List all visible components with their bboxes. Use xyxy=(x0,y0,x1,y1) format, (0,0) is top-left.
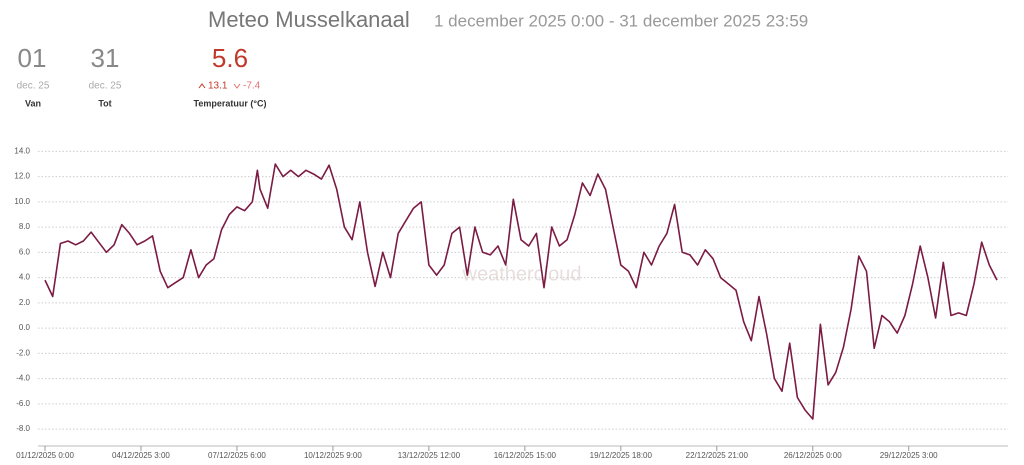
x-tick-label: 13/12/2025 12:00 xyxy=(398,451,461,460)
x-tick-label: 22/12/2025 21:00 xyxy=(686,451,749,460)
x-tick-label: 29/12/2025 3:00 xyxy=(880,451,938,460)
x-tick-label: 04/12/2025 3:00 xyxy=(112,451,170,460)
y-tick-label: 2.0 xyxy=(19,298,31,307)
y-tick-label: 4.0 xyxy=(19,273,31,282)
stat-value: 5.6 xyxy=(212,43,248,73)
x-tick-label: 07/12/2025 6:00 xyxy=(208,451,266,460)
y-tick-label: 0.0 xyxy=(19,323,31,332)
y-tick-label: 14.0 xyxy=(14,146,30,155)
y-tick-label: 6.0 xyxy=(19,247,31,256)
y-tick-label: 12.0 xyxy=(14,172,30,181)
stat-min: -7.4 xyxy=(243,81,261,92)
stat-label: Van xyxy=(25,98,41,108)
x-tick-label: 01/12/2025 0:00 xyxy=(16,451,74,460)
period: 1 december 2025 0:00 - 31 december 2025 … xyxy=(434,11,808,30)
y-tick-label: -4.0 xyxy=(16,374,30,383)
x-tick-label: 19/12/2025 18:00 xyxy=(590,451,653,460)
stat-value: 01 xyxy=(18,43,47,73)
stat-value: 31 xyxy=(91,43,120,73)
title: Meteo Musselkanaal xyxy=(208,7,410,32)
y-tick-label: 10.0 xyxy=(14,197,30,206)
y-tick-label: -8.0 xyxy=(16,424,30,433)
watermark: weathercloud xyxy=(462,263,582,285)
stat-sub: dec. 25 xyxy=(17,81,50,92)
y-tick-label: -6.0 xyxy=(16,399,30,408)
x-tick-label: 16/12/2025 15:00 xyxy=(494,451,557,460)
stat-sub: dec. 25 xyxy=(89,81,122,92)
up-caret xyxy=(198,83,206,89)
stat-max: 13.1 xyxy=(208,81,228,92)
data-line xyxy=(44,163,998,420)
stat-label: Tot xyxy=(98,98,111,108)
y-tick-label: 8.0 xyxy=(19,222,31,231)
x-tick-label: 26/12/2025 0:00 xyxy=(784,451,842,460)
x-tick-label: 10/12/2025 9:00 xyxy=(304,451,362,460)
down-caret xyxy=(233,83,241,89)
y-tick-label: -2.0 xyxy=(16,348,30,357)
stat-label: Temperatuur (°C) xyxy=(194,98,267,108)
